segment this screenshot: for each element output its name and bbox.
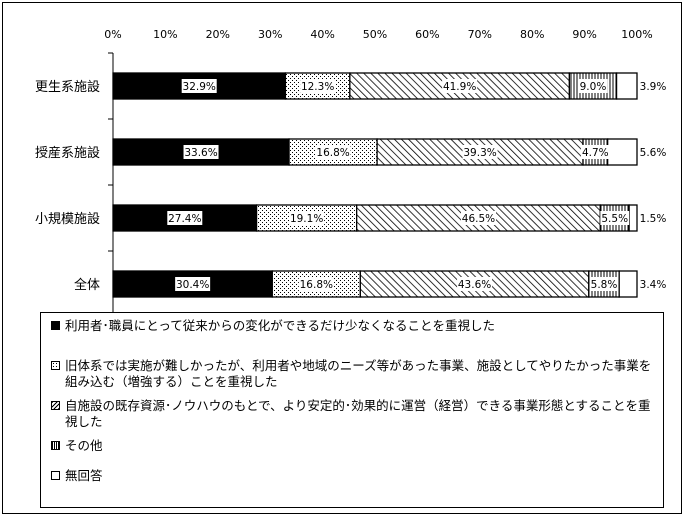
data-label: 3.9% xyxy=(640,81,667,93)
data-label: 19.1% xyxy=(290,213,323,225)
x-tick-label: 0% xyxy=(104,28,121,41)
data-label-bg xyxy=(289,211,325,225)
legend-item-other: その他 xyxy=(51,438,655,454)
data-label-bg xyxy=(300,79,336,93)
data-label: 5.8% xyxy=(591,279,618,291)
data-label-bg xyxy=(175,277,211,291)
legend-swatch-white xyxy=(51,471,60,480)
data-label: 1.5% xyxy=(640,213,667,225)
data-label-bg xyxy=(298,277,334,291)
category-label: 小規模施設 xyxy=(35,211,100,227)
data-label-bg xyxy=(315,145,351,159)
data-label: 27.4% xyxy=(168,213,201,225)
legend-item-new-services: 旧体系では実施が難しかったが、利用者や地域のニーズ等があった事業、施設としてやり… xyxy=(51,358,655,390)
data-label-bg xyxy=(442,79,478,93)
bar-segment xyxy=(615,72,638,100)
data-label-bg xyxy=(462,145,498,159)
legend-swatch-dots xyxy=(51,361,60,370)
data-label-bg xyxy=(580,145,610,159)
legend-label: 自施設の既存資源･ノウハウのもとで、より安定的･効果的に運営（経営）できる事業形… xyxy=(65,398,651,429)
data-label-bg xyxy=(167,211,203,225)
data-label: 33.6% xyxy=(184,147,217,159)
bar-segment xyxy=(628,204,638,232)
data-label-bg xyxy=(600,211,630,225)
legend-label: 無回答 xyxy=(65,468,103,483)
data-label-bg xyxy=(457,277,493,291)
legend-item-no-answer: 無回答 xyxy=(51,468,655,484)
x-tick-label: 90% xyxy=(572,28,596,41)
data-label-bg xyxy=(460,211,496,225)
data-label: 39.3% xyxy=(463,147,496,159)
data-label-bg xyxy=(589,277,619,291)
data-label: 32.9% xyxy=(183,81,216,93)
data-label-bg xyxy=(183,145,219,159)
x-tick-label: 100% xyxy=(621,28,652,41)
legend-label: その他 xyxy=(65,438,103,453)
category-label: 全体 xyxy=(74,277,100,293)
legend-swatch-diagonal xyxy=(51,401,60,410)
data-label: 5.5% xyxy=(601,213,628,225)
category-label: 授産系施設 xyxy=(35,145,100,161)
data-label: 4.7% xyxy=(582,147,609,159)
x-tick-label: 30% xyxy=(258,28,282,41)
x-tick-label: 40% xyxy=(310,28,334,41)
data-label: 46.5% xyxy=(462,213,495,225)
x-tick-label: 60% xyxy=(415,28,439,41)
data-label: 41.9% xyxy=(443,81,476,93)
legend-label: 旧体系では実施が難しかったが、利用者や地域のニーズ等があった事業、施設としてやり… xyxy=(65,358,652,389)
data-label: 5.6% xyxy=(640,147,667,159)
data-label: 12.3% xyxy=(301,81,334,93)
legend-label: 利用者･職員にとって従来からの変化ができるだけ少なくなることを重視した xyxy=(65,318,496,333)
bar-segment xyxy=(356,204,601,232)
x-tick-label: 80% xyxy=(520,28,544,41)
legend-swatch-solid xyxy=(51,321,60,330)
bar-segment xyxy=(618,270,638,298)
data-label-bg xyxy=(578,79,608,93)
data-label: 30.4% xyxy=(176,279,209,291)
legend-item-minimize-change: 利用者･職員にとって従来からの変化ができるだけ少なくなることを重視した xyxy=(51,318,655,334)
category-label: 更生系施設 xyxy=(35,79,100,95)
x-tick-label: 20% xyxy=(206,28,230,41)
data-label-bg xyxy=(181,79,217,93)
legend-item-existing-resources: 自施設の既存資源･ノウハウのもとで、より安定的･効果的に運営（経営）できる事業形… xyxy=(51,398,655,430)
data-label: 16.8% xyxy=(316,147,349,159)
chart-legend: 利用者･職員にとって従来からの変化ができるだけ少なくなることを重視した 旧体系で… xyxy=(40,312,664,508)
x-tick-label: 70% xyxy=(468,28,492,41)
data-label: 9.0% xyxy=(580,81,607,93)
data-label: 3.4% xyxy=(640,279,667,291)
stacked-bar-chart: 0% 10% 20% 30% 40% 50% 60% 70% 80% 90% 100% 32.9% 1… xyxy=(35,28,667,318)
data-label: 43.6% xyxy=(458,279,491,291)
data-label: 16.8% xyxy=(300,279,333,291)
x-tick-label: 10% xyxy=(153,28,177,41)
bar-segment xyxy=(607,138,638,166)
legend-swatch-vertical xyxy=(51,441,60,450)
x-tick-label: 50% xyxy=(363,28,387,41)
